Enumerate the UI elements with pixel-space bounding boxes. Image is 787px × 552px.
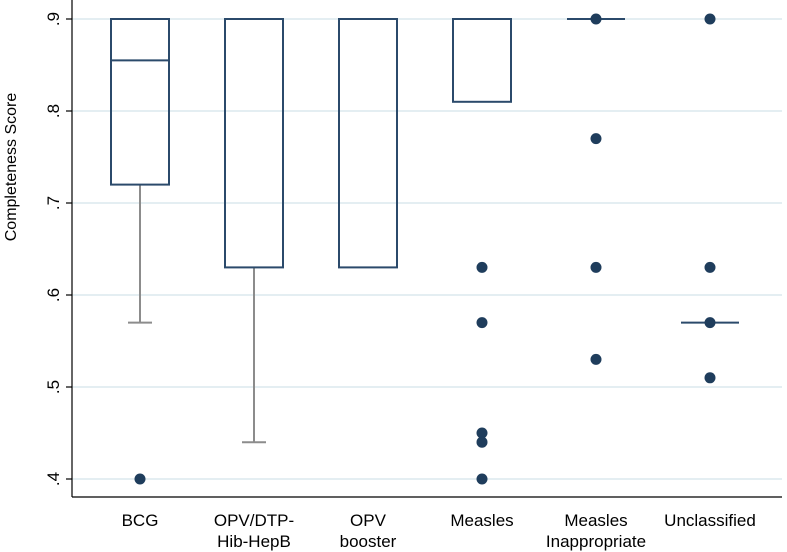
axes [66, 0, 782, 498]
y-tick-label: .4 [44, 472, 63, 486]
outlier-point [704, 317, 716, 329]
x-category-label: Unclassified [664, 511, 756, 530]
outlier-point [476, 317, 488, 329]
outlier-point [476, 261, 488, 273]
outlier-point [704, 372, 716, 384]
x-category-label-line: Inappropriate [546, 532, 646, 551]
y-tick-label: .9 [44, 12, 63, 26]
outlier-points [134, 13, 716, 485]
x-category-label-line: Measles [450, 511, 513, 530]
outlier-point [476, 436, 488, 448]
x-category-label-line: BCG [122, 511, 159, 530]
y-tick-label: .6 [44, 288, 63, 302]
x-category-label-line: Measles [564, 511, 627, 530]
y-axis-title: Completeness Score [3, 93, 20, 242]
x-category-label: OPV booster [340, 511, 397, 551]
y-tick-label: .5 [44, 380, 63, 394]
x-category-label-line: Hib-HepB [217, 532, 291, 551]
y-tick-label: .7 [44, 196, 63, 210]
x-category-label: Measles Inappropriate [546, 511, 646, 551]
outlier-point [704, 261, 716, 273]
outlier-point [134, 473, 146, 485]
outlier-point [590, 353, 602, 365]
outlier-point [590, 261, 602, 273]
y-tick-labels: .4 .5 .6 .7 .8 .9 [44, 12, 63, 486]
x-category-label-line: OPV [350, 511, 387, 530]
x-category-label-line: OPV/DTP- [214, 511, 294, 530]
outlier-point [590, 13, 602, 25]
x-category-label: Measles [450, 511, 513, 530]
whiskers [128, 184, 266, 444]
outlier-point [476, 473, 488, 485]
y-tick-label: .8 [44, 104, 63, 118]
x-category-label: BCG [122, 511, 159, 530]
box [110, 18, 170, 186]
x-category-label: OPV/DTP- Hib-HepB [214, 511, 294, 551]
gridlines [72, 18, 782, 480]
x-category-label-line: Unclassified [664, 511, 756, 530]
outlier-point [704, 13, 716, 25]
x-category-label-line: booster [340, 532, 397, 551]
outlier-point [590, 133, 602, 145]
boxes [110, 18, 739, 324]
outlier-point [476, 427, 488, 439]
